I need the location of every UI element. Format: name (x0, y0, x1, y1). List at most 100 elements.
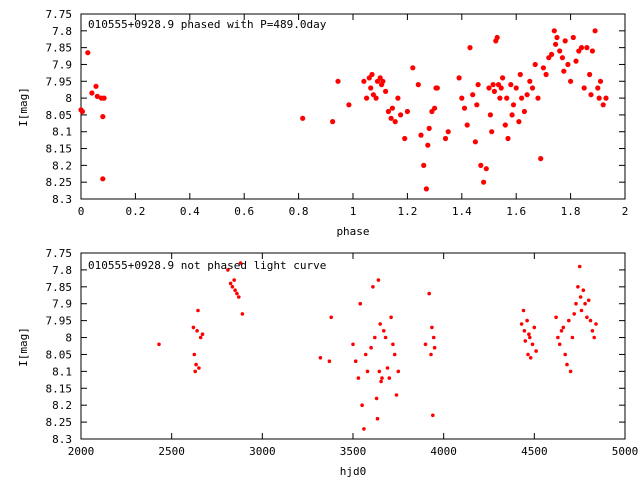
y-tick-label: 7.9 (52, 298, 72, 311)
data-point (380, 78, 386, 84)
data-point (513, 85, 519, 91)
data-point (578, 295, 583, 299)
data-point (561, 68, 567, 74)
data-point (529, 85, 536, 91)
x-axis-label: phase (336, 225, 369, 238)
y-tick-label: 7.95 (46, 75, 73, 88)
data-point (516, 119, 522, 125)
data-point (360, 403, 364, 408)
data-point (585, 315, 589, 320)
data-point (478, 162, 484, 168)
data-point (396, 369, 401, 374)
data-point (300, 115, 306, 121)
chart-title: 010555+0928.9 phased with P=489.0day (88, 18, 327, 31)
data-point (576, 285, 580, 289)
x-tick-label: 0.2 (125, 205, 145, 218)
data-point (510, 102, 517, 108)
data-point (592, 28, 598, 34)
data-point (524, 92, 530, 98)
data-point (491, 88, 497, 94)
data-point (387, 376, 392, 380)
y-tick-label: 7.8 (52, 25, 72, 38)
x-axis-ticks: 2000 2500 3000 3500 4000 4500 5000 (68, 253, 639, 458)
data-point (94, 93, 100, 99)
data-points (157, 261, 598, 431)
data-point (521, 308, 526, 313)
data-point (392, 352, 397, 357)
data-point (556, 335, 560, 340)
x-tick-label: 2 (622, 205, 629, 218)
data-point (532, 61, 538, 68)
data-point (500, 75, 506, 81)
data-point (596, 95, 602, 101)
x-tick-label: 5000 (612, 445, 639, 458)
data-point (498, 85, 504, 91)
data-point (579, 308, 584, 313)
data-point (508, 82, 514, 88)
y-tick-label: 7.95 (46, 315, 73, 328)
data-point (530, 342, 535, 347)
data-point (588, 318, 593, 323)
data-point (380, 376, 384, 380)
data-point (534, 349, 538, 353)
y-tick-label: 8.3 (52, 433, 72, 446)
data-point (461, 105, 468, 111)
data-point (330, 119, 336, 125)
data-point (432, 345, 437, 350)
chart-title: 010555+0928.9 not phased light curve (88, 259, 326, 272)
y-axis-label: I[mag] (17, 327, 30, 367)
y-tick-label: 8.15 (46, 382, 73, 395)
data-point (373, 335, 377, 340)
y-tick-label: 7.8 (52, 264, 72, 277)
data-point (157, 342, 161, 347)
data-point (445, 129, 451, 135)
data-point (198, 335, 203, 340)
data-point (425, 142, 431, 148)
data-point (549, 51, 555, 58)
x-tick-label: 0.8 (289, 205, 309, 218)
data-point (101, 95, 107, 101)
data-point (391, 342, 395, 347)
data-point (192, 352, 197, 357)
data-point (600, 102, 606, 108)
data-point (572, 312, 576, 316)
y-axis-ticks: 7.75 7.8 7.85 7.9 7.95 8 8.05 8.1 8.15 8.2 8.25 8.3 (46, 8, 625, 206)
data-point (377, 369, 382, 374)
data-point (587, 71, 593, 78)
data-point (191, 325, 196, 330)
data-point (335, 78, 341, 84)
data-point (586, 298, 591, 303)
data-point (559, 55, 566, 61)
x-tick-label: 3000 (249, 445, 276, 458)
data-point (523, 339, 528, 343)
data-point (100, 176, 106, 182)
data-point (388, 115, 394, 121)
data-point (459, 95, 465, 101)
data-point (373, 95, 379, 101)
data-point (589, 48, 596, 54)
y-tick-label: 8.1 (52, 126, 72, 139)
data-point (594, 322, 598, 326)
y-axis-ticks: 7.75 7.8 7.85 7.9 7.95 8 8.05 8.1 8.15 8.2 8.25 8.3 (46, 247, 625, 446)
data-point (487, 112, 493, 118)
data-point (583, 301, 587, 306)
data-point (509, 112, 515, 118)
data-point (577, 264, 582, 269)
data-point (371, 285, 375, 289)
data-point (423, 342, 428, 347)
data-point (395, 95, 401, 101)
data-point (383, 335, 388, 340)
data-point (389, 315, 393, 320)
x-axis-ticks: 0 0.2 0.4 0.6 0.8 1 1.2 1.4 1.6 1.8 2 (78, 14, 629, 218)
data-point (505, 135, 511, 142)
y-tick-label: 8.15 (46, 143, 73, 156)
y-tick-label: 8.25 (46, 416, 73, 429)
x-tick-label: 1.4 (452, 205, 472, 218)
data-point (375, 416, 380, 421)
data-point (194, 362, 198, 367)
data-point (559, 329, 564, 333)
data-point (392, 119, 398, 125)
data-point (481, 179, 487, 185)
data-point (378, 322, 383, 326)
data-point (584, 45, 590, 51)
